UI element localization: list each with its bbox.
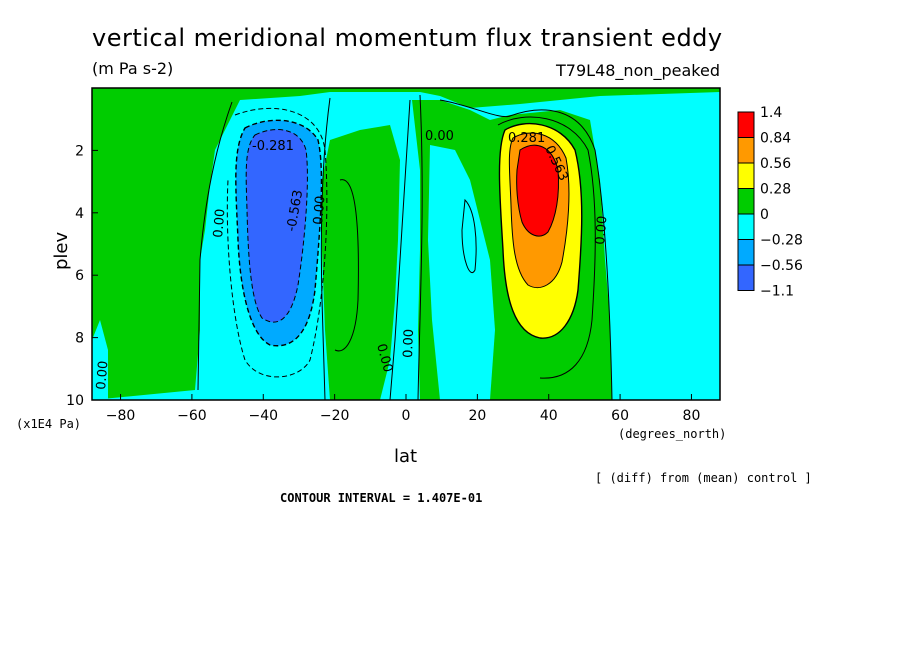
colorbar-label: 0.84 [760,131,791,147]
contour-interval: CONTOUR INTERVAL = 1.407E-01 [280,491,482,505]
contour-label: 0.00 [401,329,417,358]
colorbar-label: 0.28 [760,182,791,198]
y-tick-label: 8 [75,331,84,347]
contour-lines [197,94,613,400]
colorbar-label: 0 [760,207,769,223]
negative-contours [226,108,328,378]
contour-field [92,88,720,400]
colorbar-swatch [737,213,755,240]
contour-label: -0.563 [284,189,306,233]
green-region-sh [92,88,720,400]
y-tick-label: 6 [75,268,84,284]
colorbar-swatch [737,162,755,189]
colorbar-label: −0.28 [760,233,803,249]
contour-label: 0.281 [508,131,545,146]
colorbar-swatch [737,111,755,138]
contour-label: 0.00 [311,195,328,225]
colorbar-label: 1.4 [760,105,782,121]
contour-label: 0.00 [593,215,610,245]
contour-label-group: -0.281 -0.563 0.00 0.00 0.00 0.00 0.281 … [94,129,610,390]
y-axis-label: plev [51,231,72,270]
x-axis-label: lat [394,446,417,467]
y-axis-units: (x1E4 Pa) [16,417,81,431]
colorbar-label: −1.1 [760,284,794,300]
y-axis: 2 4 6 8 10 [66,143,98,409]
x-tick-label: −20 [320,408,350,424]
chart-title: vertical meridional momentum flux transi… [92,24,723,52]
x-tick-label: −60 [177,408,207,424]
sh-blue-core [246,129,308,323]
x-tick-label: 80 [683,408,701,424]
nh-red-region [516,145,559,237]
contour-label: 0.00 [94,360,111,390]
diff-note: [ (diff) from (mean) control ] [595,471,812,485]
contour-label: 0.00 [425,129,454,144]
x-tick-label: 0 [402,408,411,424]
colorbar-label: −0.56 [760,258,803,274]
y-tick-label: 2 [75,143,84,159]
y-tick-label: 10 [66,393,84,409]
x-tick-label: 20 [468,408,486,424]
x-axis-units: (degrees_north) [618,427,726,441]
x-tick-label: 40 [540,408,558,424]
colorbar-swatch [737,137,755,164]
contour-label: 0.00 [211,208,228,238]
x-tick-label: −80 [106,408,136,424]
x-axis: −80 −60 −40 −20 0 20 40 60 80 [106,394,701,424]
colorbar-swatch [737,264,755,291]
colorbar-swatch [737,188,755,215]
cyan-region-eq [428,145,495,400]
dataset-label: T79L48_non_peaked [555,61,720,81]
contour-label: 0.00 [373,342,395,374]
colorbar: 1.4 0.84 0.56 0.28 0 −0.28 −0.56 −1.1 [737,105,803,300]
colorbar-label: 0.56 [760,156,791,172]
colorbar-swatch [737,239,755,266]
chart-units: (m Pa s-2) [92,59,173,78]
x-tick-label: 60 [611,408,629,424]
y-tick-label: 4 [75,206,84,222]
contour-label: -0.281 [252,139,294,154]
x-tick-label: −40 [248,408,278,424]
